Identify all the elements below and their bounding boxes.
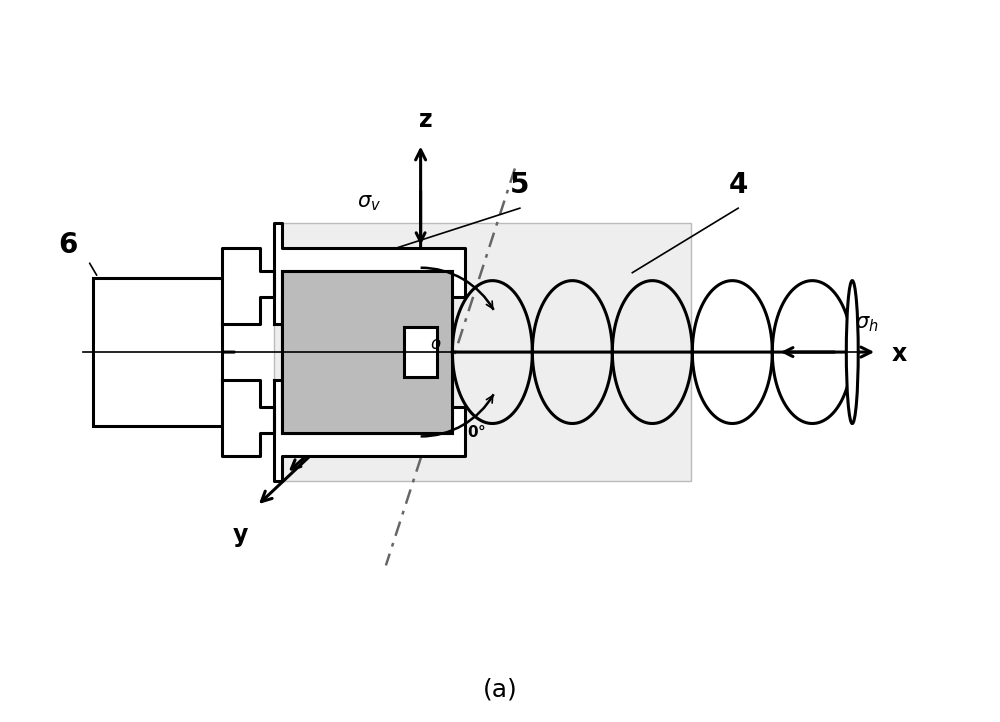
Text: 6: 6 [59, 231, 78, 259]
Polygon shape [274, 223, 465, 324]
Polygon shape [274, 380, 465, 481]
Ellipse shape [846, 281, 858, 424]
Text: $\boldsymbol{\sigma_h}$: $\boldsymbol{\sigma_h}$ [855, 314, 879, 334]
Text: x: x [892, 342, 907, 366]
Text: 5: 5 [510, 171, 530, 199]
Text: $\theta$=120°: $\theta$=120° [352, 265, 414, 281]
Polygon shape [222, 248, 274, 324]
Text: $\boldsymbol{\sigma_H}$: $\boldsymbol{\sigma_H}$ [234, 430, 260, 449]
Bar [282, 271, 452, 433]
Bar [282, 271, 452, 433]
Text: o: o [430, 335, 441, 353]
Text: (a): (a) [483, 677, 517, 702]
Text: z: z [419, 108, 432, 132]
Bar [95, 343, 166, 361]
Text: $\boldsymbol{\sigma_v}$: $\boldsymbol{\sigma_v}$ [357, 193, 381, 213]
Text: $\theta$=120°: $\theta$=120° [424, 424, 487, 440]
Bar [274, 223, 691, 481]
Bar [404, 327, 437, 377]
Text: 4: 4 [728, 171, 748, 199]
Bar [93, 278, 222, 427]
Polygon shape [222, 380, 274, 456]
Text: y: y [232, 523, 248, 547]
